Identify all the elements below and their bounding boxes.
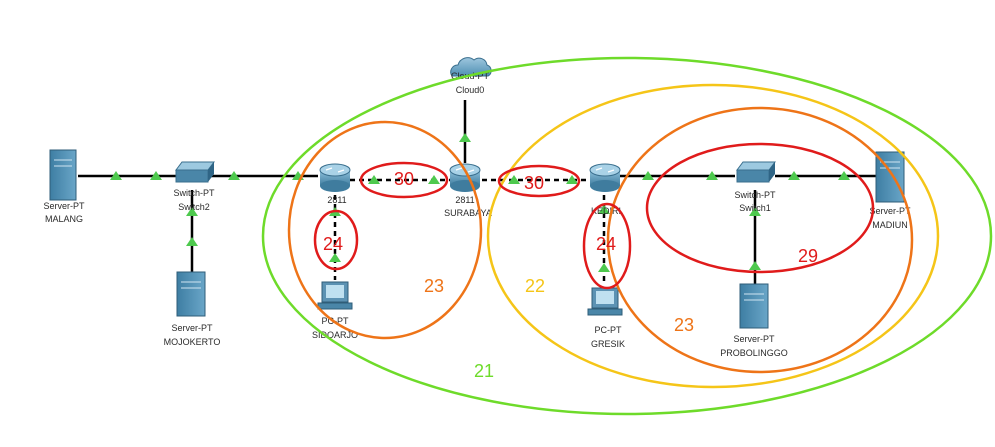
ring-red-link-surabaya-kediri: [497, 164, 581, 198]
link-up-arrow: [459, 133, 471, 142]
switch1-icon[interactable]: [736, 161, 776, 183]
router-surabaya-model: 2811: [455, 195, 474, 205]
pc-sidoarjo-icon[interactable]: [317, 281, 353, 310]
ring-red-link-kediri-pc: [582, 202, 632, 290]
link-up-arrow: [749, 207, 761, 216]
server-mojokerto-name: MOJOKERTO: [164, 337, 221, 347]
subnet-label-23-left: 23: [424, 276, 444, 296]
router-kediri-icon[interactable]: [589, 163, 621, 192]
link-up-arrow: [186, 207, 198, 216]
server-probolinggo-type: Server-PT: [733, 334, 775, 344]
ring-red-link-left-surabaya: [359, 161, 449, 199]
link-up-arrow: [150, 171, 162, 180]
server-madiun-type: Server-PT: [869, 206, 911, 216]
link-up-arrow: [228, 171, 240, 180]
pc-sidoarjo-name: SIDOARJO: [312, 330, 358, 340]
subnet-label-30-left: 30: [394, 169, 414, 189]
server-probolinggo-icon[interactable]: [739, 283, 769, 329]
switch1-name: Switch1: [739, 203, 771, 213]
server-malang-icon[interactable]: [49, 149, 77, 201]
link-up-arrow: [706, 171, 718, 180]
router-left-model: 2811: [327, 195, 346, 205]
switch1-type: Switch-PT: [734, 190, 776, 200]
link-up-arrow: [329, 253, 341, 262]
switch2-icon[interactable]: [175, 161, 215, 183]
link-up-arrow: [788, 171, 800, 180]
server-mojokerto-type: Server-PT: [171, 323, 213, 333]
link-up-arrow: [428, 175, 440, 184]
link-up-arrow: [598, 263, 610, 272]
subnet-numbers: 30 30 24 24 29 23 23 22 21: [323, 169, 818, 381]
ring-red-lan-switch1: [645, 142, 875, 274]
subnet-label-22: 22: [525, 276, 545, 296]
subnet-label-24-right: 24: [596, 234, 616, 254]
ring-orange-left: [287, 120, 483, 340]
ring-yellow: [486, 83, 940, 389]
link-up-arrow: [838, 171, 850, 180]
link-up-arrow: [186, 237, 198, 246]
link-up-arrow: [598, 205, 610, 214]
pc-gresik-icon[interactable]: [587, 287, 623, 316]
router-kediri-name: KEDIRI: [591, 206, 621, 216]
subnet-label-21: 21: [474, 361, 494, 381]
switch2-type: Switch-PT: [173, 188, 215, 198]
pc-gresik-name: GRESIK: [591, 339, 625, 349]
cloud-name-label: Cloud0: [456, 85, 485, 95]
link-up-arrow: [110, 171, 122, 180]
switch2-name: Switch2: [178, 202, 210, 212]
cloud-icon[interactable]: [450, 57, 492, 77]
ring-orange-right: [606, 106, 914, 374]
link-up-arrow: [749, 261, 761, 270]
server-probolinggo-name: PROBOLINGGO: [720, 348, 788, 358]
pc-gresik-type: PC-PT: [595, 325, 623, 335]
link-up-arrow: [642, 171, 654, 180]
subnet-label-30-right: 30: [524, 173, 544, 193]
subnet-label-23-right: 23: [674, 315, 694, 335]
link-up-arrow: [508, 175, 520, 184]
ring-green: [261, 56, 993, 416]
link-up-arrow: [566, 175, 578, 184]
server-mojokerto-icon[interactable]: [176, 271, 206, 317]
subnet-label-29: 29: [798, 246, 818, 266]
server-malang-type: Server-PT: [43, 201, 85, 211]
ring-red-link-left-pc: [313, 209, 359, 271]
subnet-rings: [261, 56, 993, 416]
server-madiun-name: MADIUN: [872, 220, 908, 230]
server-malang-name: MALANG: [45, 214, 83, 224]
router-surabaya-name: SURABAYA: [444, 208, 492, 218]
router-left-icon[interactable]: [319, 163, 351, 192]
subnet-label-24-left: 24: [323, 234, 343, 254]
link-up-arrow: [368, 175, 380, 184]
